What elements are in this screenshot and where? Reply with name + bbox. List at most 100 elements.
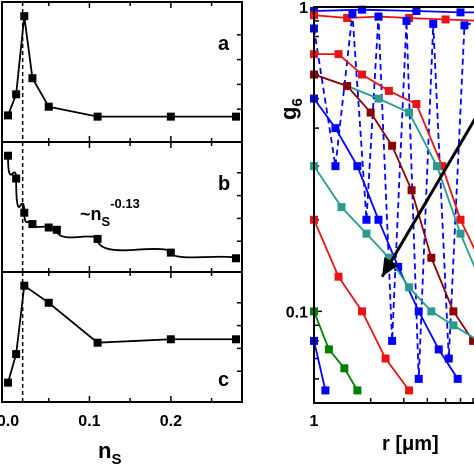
g6-series-3-line bbox=[314, 53, 474, 251]
panel-a-label: a bbox=[218, 33, 230, 55]
panel-c-data-point bbox=[93, 338, 102, 347]
g6-series-2-data-point bbox=[362, 215, 371, 224]
g6-series-10-line bbox=[313, 340, 327, 391]
g6-series-2-data-point bbox=[402, 16, 411, 25]
g6-series-0-data-point bbox=[358, 5, 367, 14]
panel-a-frame bbox=[1, 1, 243, 143]
g6-series-3-data-point bbox=[412, 100, 421, 109]
g6-series-5-data-point bbox=[469, 336, 474, 345]
g6-series-7-data-point bbox=[449, 321, 458, 330]
panel-c-data-point bbox=[232, 335, 240, 344]
g6-series-5-data-point bbox=[449, 307, 458, 316]
panel-c-data-point bbox=[12, 350, 21, 359]
g6-series-4-line bbox=[313, 73, 474, 268]
panel-b-data-point bbox=[93, 234, 102, 243]
panel-b-label: b bbox=[218, 173, 230, 195]
g6-series-2-data-point bbox=[374, 12, 383, 21]
g6-series-2-data-point bbox=[444, 354, 453, 363]
panel-b-data-point bbox=[12, 174, 21, 183]
g6-series-3-data-point bbox=[334, 50, 343, 59]
g6-series-3-data-point bbox=[358, 70, 367, 79]
g6-series-8-line bbox=[313, 219, 410, 391]
panel-a-series-line bbox=[7, 16, 236, 118]
g6-series-4-data-point bbox=[374, 94, 383, 103]
g6-series-6-line bbox=[313, 98, 459, 380]
g6-series-8-data-point bbox=[405, 386, 414, 395]
panel-a-data-point bbox=[93, 112, 102, 121]
g6-series-9-data-point bbox=[353, 386, 362, 395]
g6-series-1-line bbox=[313, 14, 474, 22]
panel-c-data-point bbox=[166, 335, 175, 344]
g6-series-9-data-point bbox=[324, 345, 333, 354]
g6-arrow-head bbox=[382, 257, 399, 277]
g6-series-6-data-point bbox=[353, 162, 362, 171]
g6-series-2-data-point bbox=[460, 21, 469, 30]
g6-series-7-data-point bbox=[362, 229, 371, 238]
g6-series-5-data-point bbox=[388, 141, 397, 150]
g6-series-0-data-point bbox=[456, 8, 465, 17]
panel-b-data-point bbox=[20, 208, 29, 217]
panel-b-data-point bbox=[4, 151, 12, 160]
panel-a-data-point bbox=[166, 112, 175, 121]
g6-series-4-data-point bbox=[432, 162, 441, 171]
g6-x-tick-label: 1 bbox=[310, 413, 319, 430]
g6-series-7-data-point bbox=[405, 283, 414, 292]
g6-series-10-data-point bbox=[321, 386, 330, 395]
g6-series-5-data-point bbox=[343, 82, 352, 91]
g6-series-8-data-point bbox=[358, 307, 367, 316]
panel-a-data-point bbox=[44, 102, 53, 111]
g6-series-7-data-point bbox=[427, 307, 436, 316]
panel-b-data-point bbox=[28, 220, 37, 229]
panel-b-data-point bbox=[232, 254, 240, 263]
g6-series-2-data-point bbox=[429, 19, 438, 28]
panel-b-data-point bbox=[166, 248, 175, 257]
panel-c-data-point bbox=[4, 378, 12, 387]
panel-b-fit-annotation: ~nS -0.13 bbox=[80, 196, 140, 229]
left-x-axis-label-base: n bbox=[98, 438, 111, 463]
g6-series-4-data-point bbox=[405, 108, 414, 117]
g6-series-5-line bbox=[313, 73, 474, 342]
panel-c-series-line bbox=[7, 284, 236, 383]
left-x-tick-label: 0.1 bbox=[78, 413, 100, 430]
panel-c-data-point bbox=[44, 298, 53, 307]
g6-series-5-data-point bbox=[427, 253, 436, 262]
left-x-axis-label-sub: S bbox=[111, 451, 121, 468]
g6-series-2-data-point bbox=[331, 162, 340, 171]
g6-series-1-data-point bbox=[441, 15, 450, 24]
g6-series-2-data-point bbox=[388, 336, 397, 345]
g6-series-4-data-point bbox=[456, 229, 465, 238]
g6-series-3-data-point bbox=[438, 162, 447, 171]
g6-series-6-data-point bbox=[374, 215, 383, 224]
panel-a-data-point bbox=[20, 12, 29, 21]
g6-arrow-shaft bbox=[380, 117, 474, 278]
left-x-tick-label: 0.0 bbox=[0, 413, 19, 430]
g6-series-8-data-point bbox=[334, 272, 343, 281]
g6-series-6-data-point bbox=[453, 374, 462, 383]
g6-series-6-data-point bbox=[414, 307, 423, 316]
panel-a-data-point bbox=[12, 90, 21, 99]
g6-series-3-data-point bbox=[456, 215, 465, 224]
panel-c-label: c bbox=[218, 369, 229, 391]
panel-b-data-point bbox=[44, 223, 53, 232]
g6-series-5-data-point bbox=[366, 108, 375, 117]
g6-panel-frame-top bbox=[313, 6, 474, 404]
fit-annotation-sup: -0.13 bbox=[110, 196, 140, 211]
panel-a-data-point bbox=[232, 112, 240, 121]
g6-y-tick-label: 1 bbox=[299, 0, 308, 17]
g6-series-8-data-point bbox=[381, 354, 390, 363]
g6-y-axis-label-sub: 6 bbox=[289, 98, 306, 106]
g6-series-0-line bbox=[313, 8, 474, 14]
g6-series-9-data-point bbox=[340, 364, 349, 373]
g6-x-axis-label: r [μm] bbox=[382, 433, 439, 455]
chart-marks: 0.0 0.1 0.2 1 0.1 1 bbox=[0, 0, 474, 430]
g6-series-5-data-point bbox=[407, 186, 416, 195]
g6-series-2-data-point bbox=[414, 374, 423, 383]
g6-series-6-data-point bbox=[394, 262, 403, 271]
left-x-axis-label: nS bbox=[98, 438, 121, 468]
panel-a-data-point bbox=[4, 111, 12, 120]
g6-series-2-line bbox=[313, 13, 474, 379]
g6-series-6-data-point bbox=[434, 345, 443, 354]
panel-c-frame bbox=[1, 271, 243, 403]
g6-series-3-data-point bbox=[384, 86, 393, 95]
